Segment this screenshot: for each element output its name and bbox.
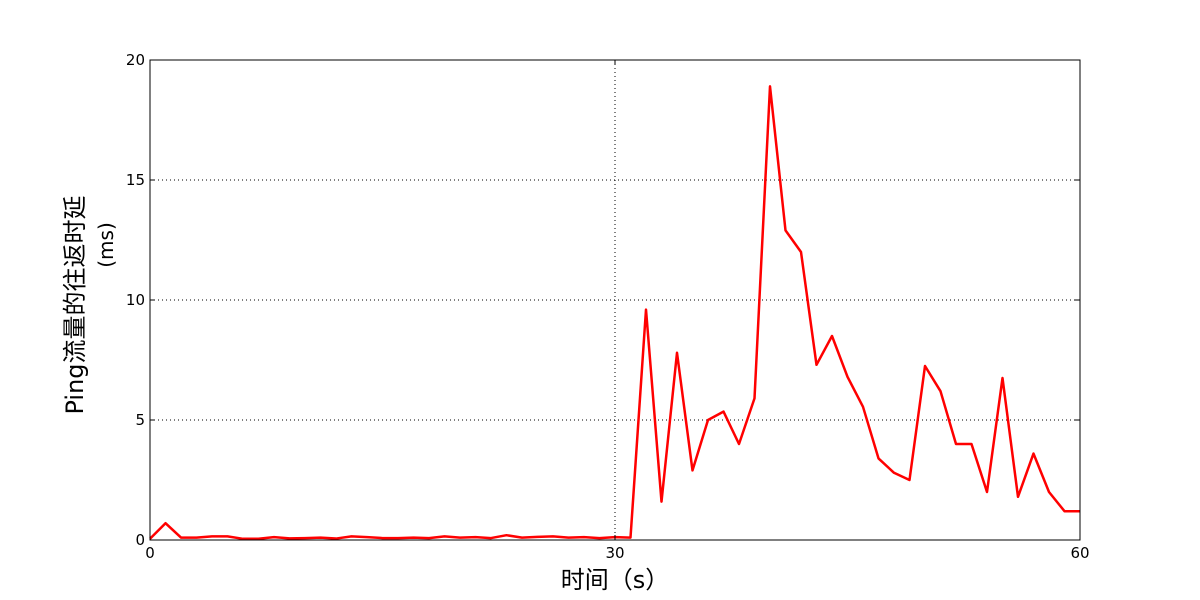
- y-axis-label-unit: (ms): [94, 222, 118, 268]
- y-tick-label: 20: [126, 51, 145, 69]
- x-tick-label: 30: [605, 544, 624, 562]
- grid-layer: [150, 60, 1080, 540]
- x-axis-label: 时间（s）: [561, 566, 670, 594]
- y-tick-label: 15: [126, 171, 145, 189]
- y-axis-label-line1: Ping流量的往返时延: [61, 195, 89, 414]
- tick-layer: 0 30 60 0 5 10 15 20: [126, 51, 1090, 562]
- x-tick-label: 60: [1070, 544, 1089, 562]
- y-tick-label: 0: [135, 531, 145, 549]
- y-tick-label: 5: [135, 411, 145, 429]
- y-tick-label: 10: [126, 291, 145, 309]
- y-axis-label: Ping流量的往返时延 (ms): [61, 195, 118, 414]
- x-tick-label: 0: [145, 544, 155, 562]
